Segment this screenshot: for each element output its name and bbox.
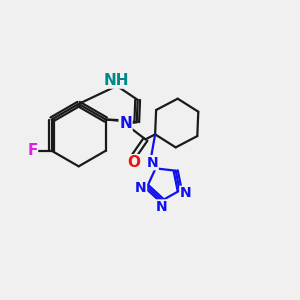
Text: O: O — [128, 155, 141, 170]
Text: N: N — [180, 186, 191, 200]
Text: N: N — [119, 116, 132, 131]
Text: N: N — [135, 181, 146, 195]
Text: NH: NH — [104, 73, 130, 88]
Text: N: N — [155, 200, 167, 214]
Text: F: F — [27, 143, 38, 158]
Text: N: N — [147, 156, 158, 170]
